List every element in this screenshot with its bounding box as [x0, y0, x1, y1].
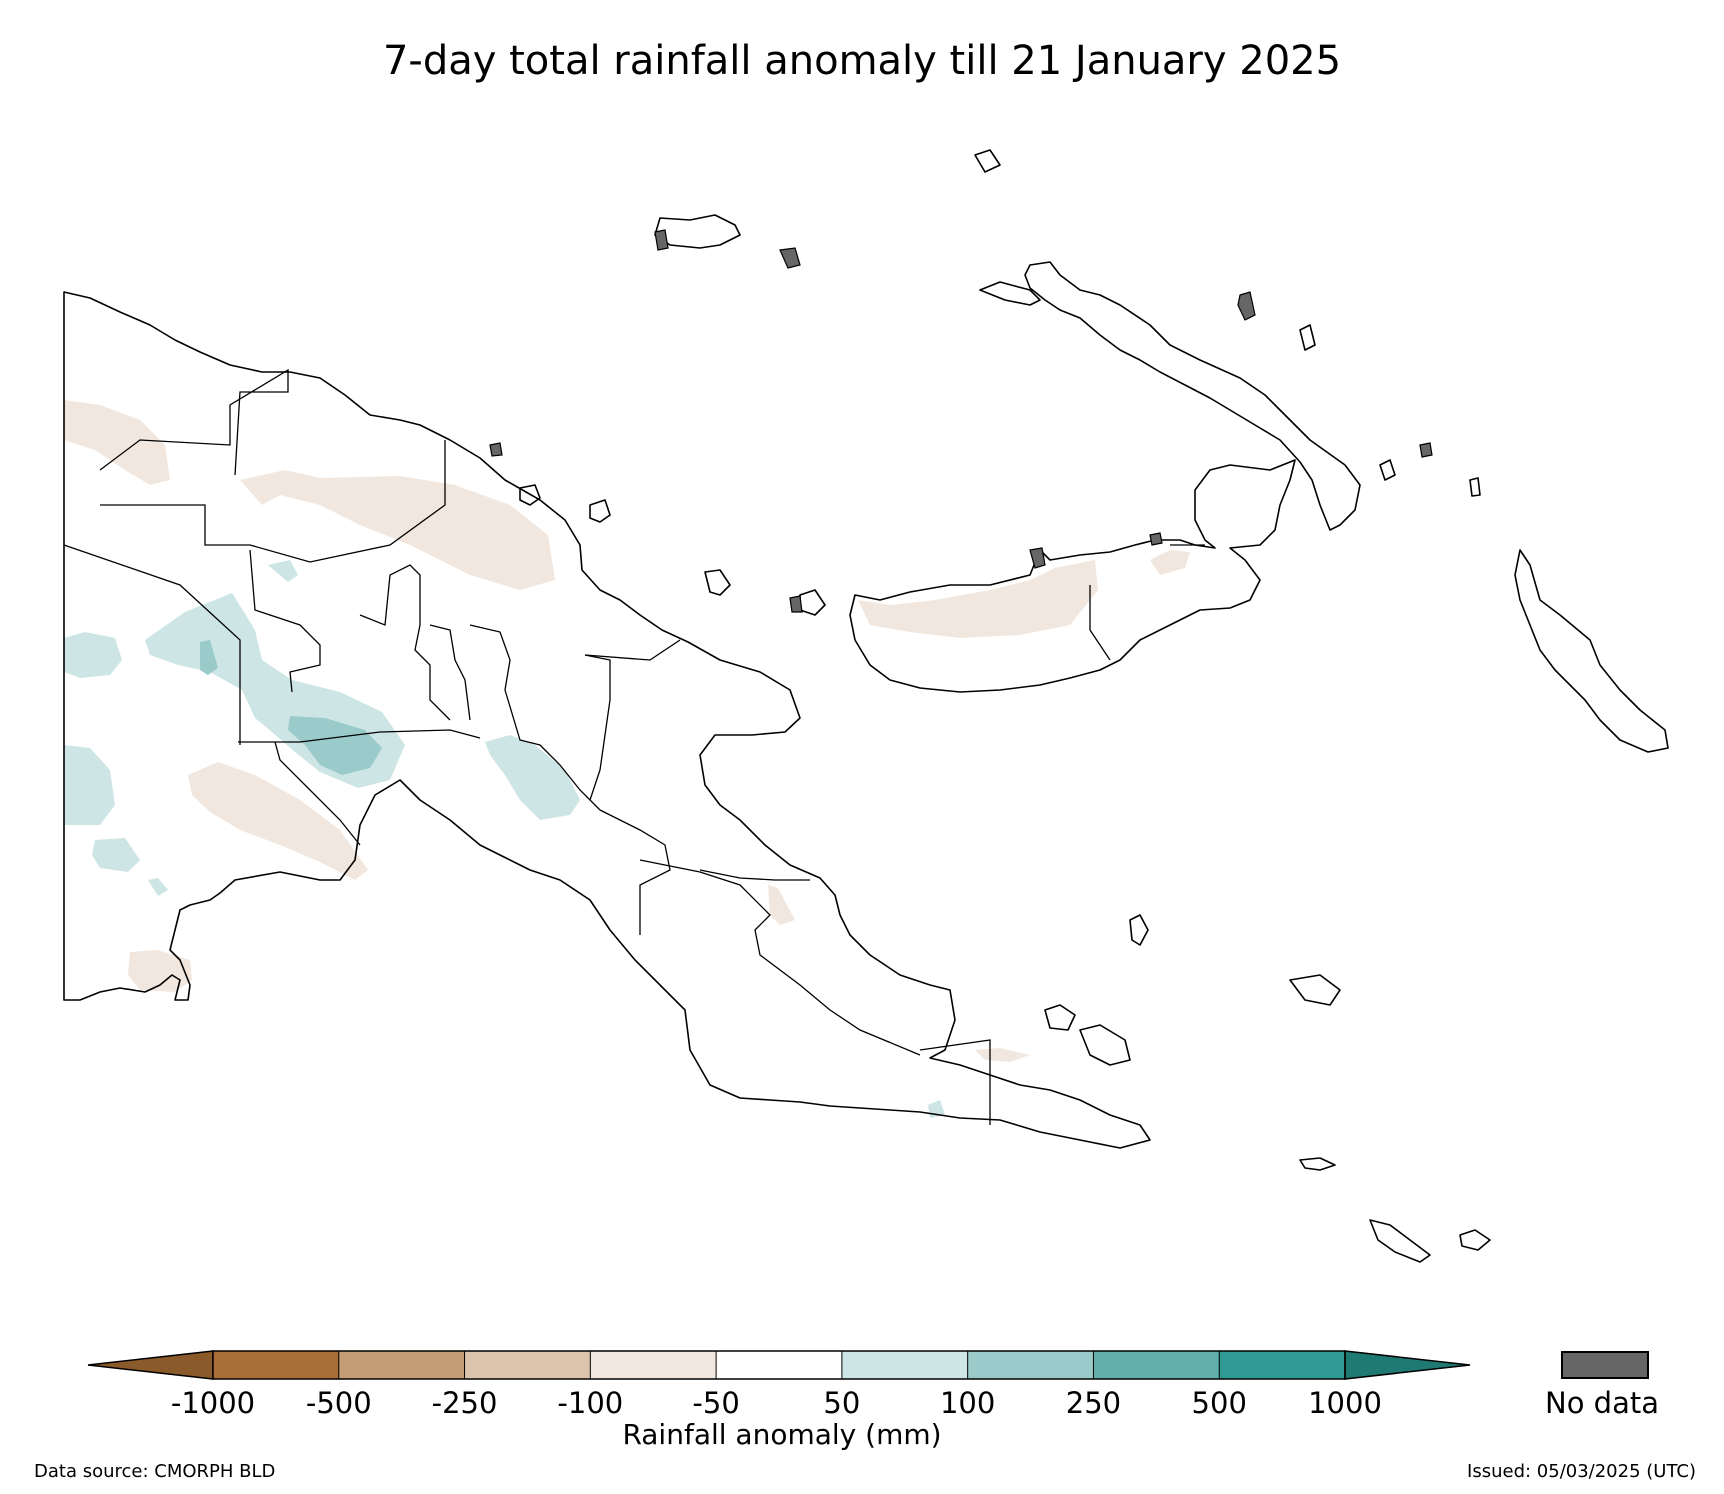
tabar-island [1299, 324, 1316, 351]
border-central [639, 859, 921, 1056]
wet-anomaly-small-core [200, 640, 218, 675]
border-highlands-1 [359, 564, 451, 721]
border-east-sepik [100, 440, 446, 563]
issued-date: Issued: 05/03/2025 (UTC) [1467, 1461, 1696, 1482]
wet-anomaly-central-core [288, 716, 382, 775]
wet-anomaly-tiny [148, 878, 168, 896]
nuguria-island [1469, 477, 1481, 497]
long-island [589, 499, 611, 523]
colorbar-tick-label: 1000 [1308, 1386, 1382, 1420]
colorbar-segment [338, 1351, 465, 1379]
dry-anomaly-new-britain [858, 560, 1098, 638]
border-sandaun [99, 368, 289, 476]
fergusson-island [1044, 1004, 1076, 1031]
colorbar-tick-label: -1000 [170, 1386, 256, 1420]
border-highlands-2 [429, 624, 471, 721]
colorbar-tick-label: 50 [823, 1386, 861, 1420]
dry-anomaly-nw [64, 400, 170, 485]
border-west-sepik [63, 544, 241, 745]
colorbar-segment [1093, 1351, 1220, 1379]
new-ireland-outline [1024, 261, 1361, 531]
dry-anomaly-se [975, 1048, 1030, 1062]
umboi-island [704, 569, 731, 596]
border-milne-bay [919, 1039, 991, 1125]
colorbar-segment [1219, 1351, 1345, 1379]
dry-anomaly-south [128, 950, 192, 992]
no-data-lihir [1237, 291, 1256, 321]
coastlines [63, 149, 1669, 1263]
bougainville-outline [1514, 549, 1669, 753]
no-data-duke-york [1149, 532, 1163, 546]
misima-island [1299, 1157, 1336, 1171]
new-britain-outline [849, 459, 1296, 693]
border-southern-highlands [238, 729, 481, 743]
colorbar-tick-label: 500 [1191, 1386, 1247, 1420]
border-enga [249, 549, 321, 693]
no-data-north [489, 442, 503, 457]
no-data-islands [489, 229, 1433, 613]
colorbar-tick-label: -500 [305, 1386, 372, 1420]
wet-anomaly-west [64, 632, 122, 678]
karkar-island [519, 484, 541, 506]
colorbar-over-extension [1344, 1350, 1471, 1380]
dry-anomaly-east-mainland [768, 885, 795, 925]
colorbar-segment [213, 1351, 339, 1379]
trobriand-island [1129, 914, 1149, 946]
dry-anomaly-ne [1150, 550, 1190, 575]
colorbar-segment [716, 1351, 842, 1379]
no-data-new-britain [1029, 547, 1046, 569]
no-data-green-island [1419, 442, 1433, 458]
border-morobe [584, 639, 681, 661]
colorbar-tick-label: -250 [431, 1386, 498, 1420]
rossel-island [1459, 1229, 1491, 1251]
colorbar-segment [590, 1351, 717, 1379]
colorbar-label: Rainfall anomaly (mm) [622, 1418, 942, 1451]
province-borders [63, 368, 1205, 1125]
normanby-island [1079, 1024, 1131, 1066]
colorbar-tick-label: -100 [557, 1386, 624, 1420]
wet-anomaly-sw [64, 745, 115, 825]
no-data-manus-east [779, 247, 801, 269]
colorbar-segment [841, 1351, 968, 1379]
mainland-outline [63, 291, 1151, 1149]
border-gulf [599, 809, 671, 935]
no-data-vitu [789, 595, 803, 613]
colorbar-under-extension [87, 1350, 214, 1380]
border-madang [584, 654, 611, 801]
colorbar-segment [464, 1351, 591, 1379]
no-data-label: No data [1545, 1386, 1659, 1420]
border-western [274, 741, 361, 846]
border-east-new-britain [1089, 585, 1111, 661]
woodlark-island [1289, 974, 1341, 1006]
border-eastern-highlands [469, 624, 601, 811]
mussau-island [974, 149, 1001, 173]
map-title: 7-day total rainfall anomaly till 21 Jan… [382, 38, 1342, 84]
wet-anomaly-highlands [485, 735, 580, 820]
new-hanover [979, 281, 1041, 306]
wet-anomaly-north-tiny [268, 560, 298, 582]
colorbar-frame [212, 1350, 1346, 1380]
colorbar-tick-label: 250 [1065, 1386, 1122, 1420]
colorbar-tick-label: 100 [939, 1386, 996, 1420]
colorbar-segment [967, 1351, 1094, 1379]
border-oro [699, 869, 810, 881]
colorbar-tick-label: -50 [692, 1386, 740, 1420]
dry-anomaly-gulf [188, 762, 368, 880]
no-data-manus-west [654, 229, 669, 251]
sudest-island [1369, 1219, 1431, 1263]
anomaly-fields [64, 400, 1190, 1118]
feni-island [1379, 459, 1396, 481]
data-source: Data source: CMORPH BLD [34, 1461, 276, 1482]
dry-anomaly-north-band [240, 470, 555, 590]
no-data-swatch [1561, 1351, 1649, 1379]
wet-anomaly-sw2 [92, 838, 140, 872]
